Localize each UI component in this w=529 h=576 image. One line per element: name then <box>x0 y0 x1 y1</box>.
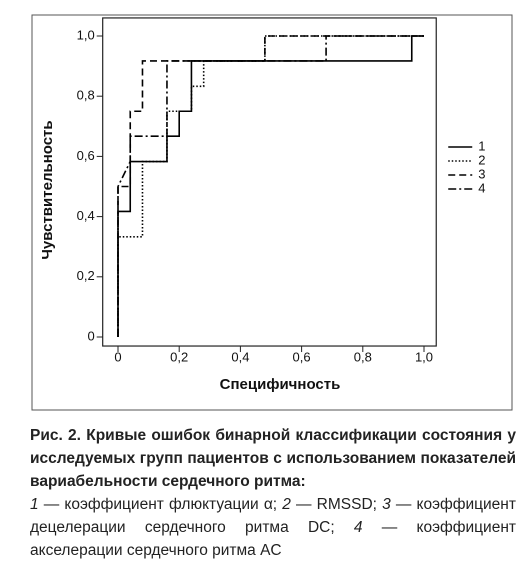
caption-item-num: 4 <box>353 519 363 536</box>
x-tick-label: 0,4 <box>231 349 249 364</box>
caption-bold: Рис. 2. Кривые ошибок бинарной классифик… <box>30 427 516 490</box>
x-tick-label: 0,8 <box>354 349 372 364</box>
plot-frame <box>102 17 437 347</box>
legend-label: 4 <box>478 180 485 195</box>
roc-curve <box>117 35 424 337</box>
caption-item-num: 3 <box>382 496 391 513</box>
roc-curve <box>117 35 424 337</box>
legend-label: 2 <box>478 152 485 167</box>
caption: Рис. 2. Кривые ошибок бинарной классифик… <box>30 424 516 562</box>
caption-item-num: 1 <box>30 496 39 513</box>
caption-item-text: — коэффициент флюктуации α; <box>43 496 278 513</box>
roc-curve <box>117 35 424 337</box>
x-tick-label: 1,0 <box>415 349 433 364</box>
y-tick-label: 0,4 <box>77 208 95 223</box>
x-tick-label: 0 <box>114 349 121 364</box>
figure-border <box>31 14 513 411</box>
x-tick-label: 0,2 <box>170 349 188 364</box>
y-tick-label: 0,2 <box>77 268 95 283</box>
x-tick-label: 0,6 <box>293 349 311 364</box>
caption-item-num: 2 <box>282 496 291 513</box>
x-axis-label: Специфичность <box>220 376 341 393</box>
caption-item-text: — коэффициент децелерации сердечного рит… <box>30 496 516 536</box>
caption-item-text: — коэффициент акселерации сердечного рит… <box>30 519 516 559</box>
chart: Специфичность Чувствительность 0 0,2 0,4 0,… <box>31 14 513 411</box>
roc-curve <box>117 35 424 337</box>
y-tick-label: 0,6 <box>77 148 95 163</box>
y-axis-label: Чувствительность <box>39 120 56 259</box>
legend-label: 3 <box>478 166 485 181</box>
y-tick-label: 0,8 <box>77 88 95 103</box>
legend-label: 1 <box>478 138 485 153</box>
y-tick-label: 1,0 <box>77 27 95 42</box>
caption-item-text: — RMSSD; <box>296 496 377 513</box>
y-tick-label: 0 <box>87 328 94 343</box>
